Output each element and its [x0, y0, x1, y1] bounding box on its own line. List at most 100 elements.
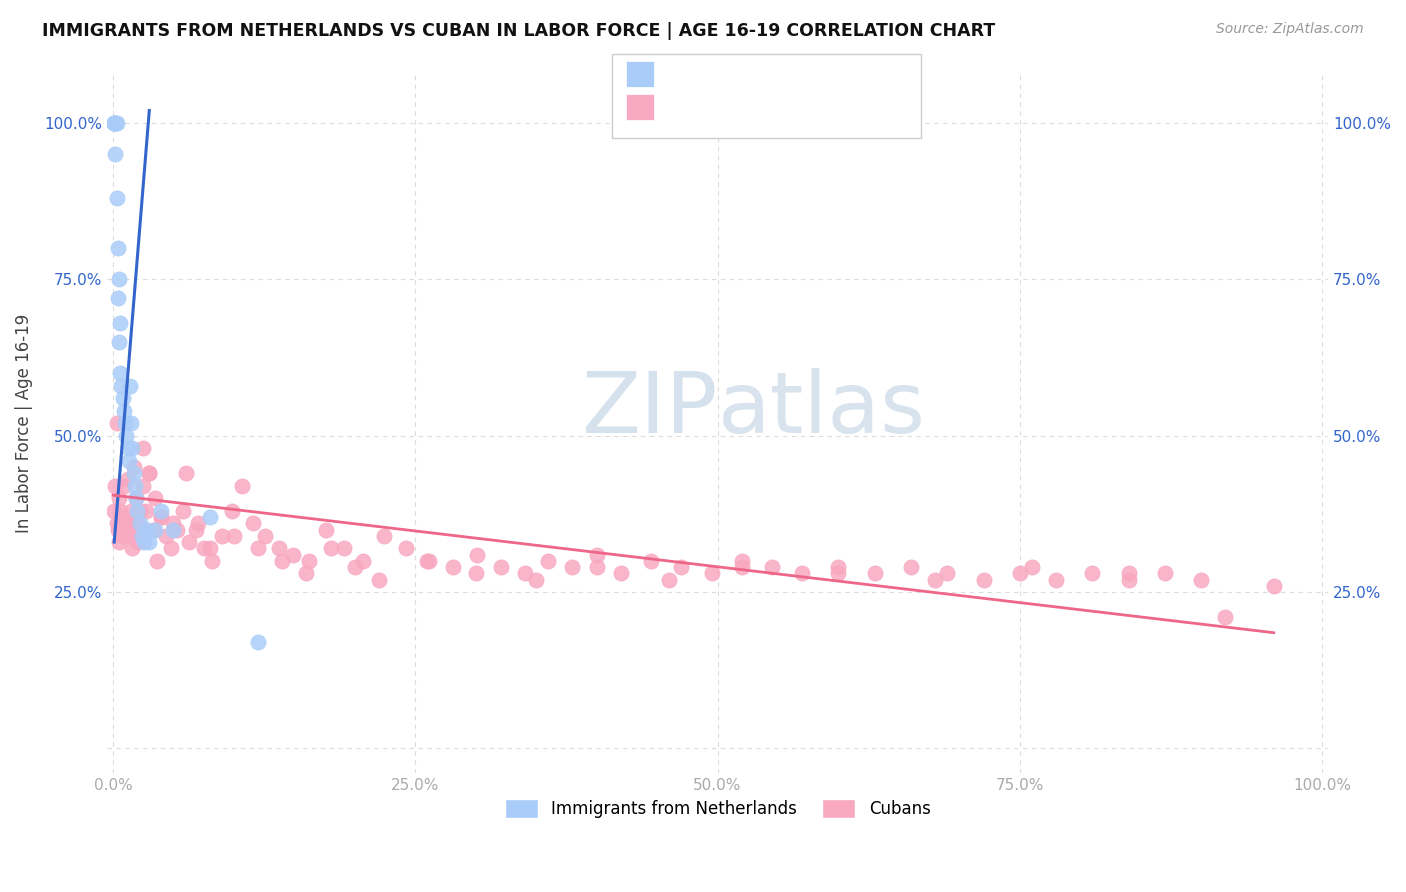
Point: [124, 479, 146, 493]
Point: [172, 504, 194, 518]
Point: [118, 454, 141, 468]
Point: [222, 529, 245, 543]
Point: [117, 473, 139, 487]
Point: [114, 416, 136, 430]
Point: [118, 523, 141, 537]
Point: [792, 566, 814, 581]
Point: [110, 366, 132, 380]
Point: [610, 566, 633, 581]
Text: ZIP: ZIP: [581, 368, 717, 450]
Point: [142, 523, 165, 537]
Point: [283, 548, 305, 562]
Point: [489, 560, 512, 574]
Point: [122, 467, 145, 481]
Point: [125, 491, 148, 506]
Point: [118, 378, 141, 392]
Point: [110, 504, 132, 518]
Point: [117, 441, 139, 455]
Point: [394, 541, 416, 556]
Point: [120, 504, 142, 518]
Point: [640, 554, 662, 568]
Point: [166, 523, 188, 537]
Point: [121, 541, 143, 556]
Point: [1045, 573, 1067, 587]
Point: [658, 573, 681, 587]
Point: [105, 516, 128, 531]
Point: [1154, 566, 1177, 581]
Point: [221, 504, 243, 518]
Point: [112, 403, 135, 417]
Point: [138, 535, 160, 549]
Point: [254, 529, 277, 543]
Point: [134, 535, 156, 549]
Point: [105, 191, 128, 205]
Point: [1021, 560, 1043, 574]
Point: [128, 504, 150, 518]
Point: [198, 510, 221, 524]
Point: [267, 541, 290, 556]
Point: [138, 467, 160, 481]
Point: [174, 467, 197, 481]
Point: [110, 378, 132, 392]
Point: [111, 529, 134, 543]
Point: [352, 554, 374, 568]
Point: [110, 316, 132, 330]
Point: [104, 116, 127, 130]
Point: [671, 560, 693, 574]
Legend: Immigrants from Netherlands, Cubans: Immigrants from Netherlands, Cubans: [498, 792, 938, 824]
Point: [537, 554, 560, 568]
Point: [124, 510, 146, 524]
Point: [155, 529, 177, 543]
Point: [145, 554, 167, 568]
Point: [127, 535, 149, 549]
Point: [104, 147, 127, 161]
Point: [1263, 579, 1285, 593]
Point: [298, 554, 321, 568]
Point: [111, 391, 134, 405]
Point: [131, 529, 153, 543]
Point: [127, 516, 149, 531]
Point: [524, 573, 547, 587]
Point: [416, 554, 439, 568]
Point: [1008, 566, 1031, 581]
Text: atlas: atlas: [717, 368, 925, 450]
Point: [700, 566, 723, 581]
Point: [464, 566, 486, 581]
Point: [373, 529, 395, 543]
Point: [162, 516, 184, 531]
Point: [103, 116, 125, 130]
Point: [1118, 566, 1140, 581]
Point: [143, 523, 166, 537]
Point: [231, 479, 253, 493]
Point: [104, 116, 127, 130]
Point: [198, 541, 221, 556]
Point: [150, 510, 173, 524]
Point: [108, 491, 131, 506]
Point: [105, 116, 128, 130]
Point: [187, 516, 209, 531]
Point: [122, 460, 145, 475]
Point: [103, 116, 125, 130]
Point: [936, 566, 959, 581]
Point: [108, 535, 131, 549]
Point: [107, 523, 129, 537]
Point: [211, 529, 233, 543]
Point: [110, 516, 132, 531]
Point: [103, 504, 125, 518]
Point: [827, 566, 849, 581]
Point: [138, 467, 160, 481]
Point: [465, 548, 488, 562]
Point: [585, 548, 607, 562]
Point: [132, 479, 155, 493]
Point: [186, 523, 208, 537]
Point: [135, 523, 157, 537]
Point: [132, 441, 155, 455]
Point: [201, 554, 224, 568]
Point: [108, 334, 131, 349]
Point: [103, 116, 125, 130]
Text: IMMIGRANTS FROM NETHERLANDS VS CUBAN IN LABOR FORCE | AGE 16-19 CORRELATION CHAR: IMMIGRANTS FROM NETHERLANDS VS CUBAN IN …: [42, 22, 995, 40]
Point: [441, 560, 464, 574]
Point: [1081, 566, 1104, 581]
Point: [731, 554, 754, 568]
Point: [333, 541, 356, 556]
